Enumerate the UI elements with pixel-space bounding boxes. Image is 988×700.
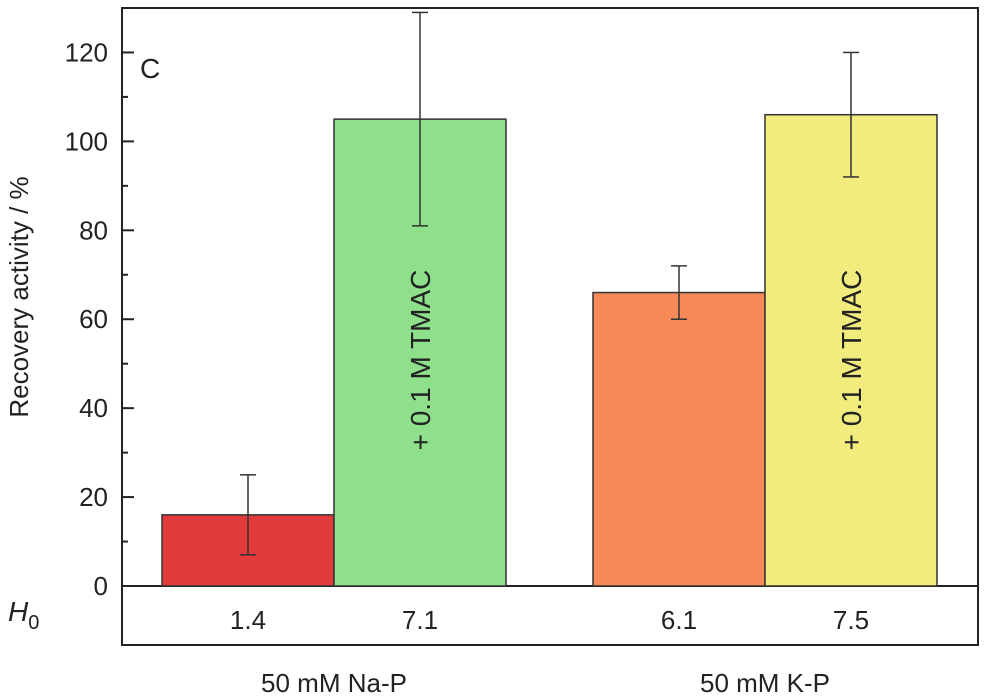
y-tick-label: 0	[94, 571, 108, 601]
panel-label: C	[140, 53, 160, 84]
y-tick-label: 120	[65, 37, 108, 67]
y-tick-label: 80	[79, 215, 108, 245]
y-tick-label: 20	[79, 482, 108, 512]
bar-3	[592, 291, 766, 587]
bar-label-4: + 0.1 M TMAC	[836, 270, 867, 451]
h0-value-2: 7.1	[402, 605, 438, 635]
bar-label-2: + 0.1 M TMAC	[405, 270, 436, 451]
y-tick-label: 40	[79, 393, 108, 423]
y-axis-label: Recovery activity / %	[4, 176, 34, 417]
plot-frame	[121, 7, 979, 646]
h0-label-sub: 0	[28, 612, 39, 634]
group-label-1: 50 mM Na-P	[261, 668, 407, 698]
h0-value-3: 6.1	[661, 605, 697, 635]
h0-row-label: H0	[8, 596, 39, 634]
y-tick-label: 100	[65, 126, 108, 156]
group-label-2: 50 mM K-P	[700, 668, 830, 698]
y-tick-label: 60	[79, 304, 108, 334]
h0-value-1: 1.4	[230, 605, 266, 635]
h0-label-main: H	[8, 596, 29, 627]
h0-value-4: 7.5	[833, 605, 869, 635]
